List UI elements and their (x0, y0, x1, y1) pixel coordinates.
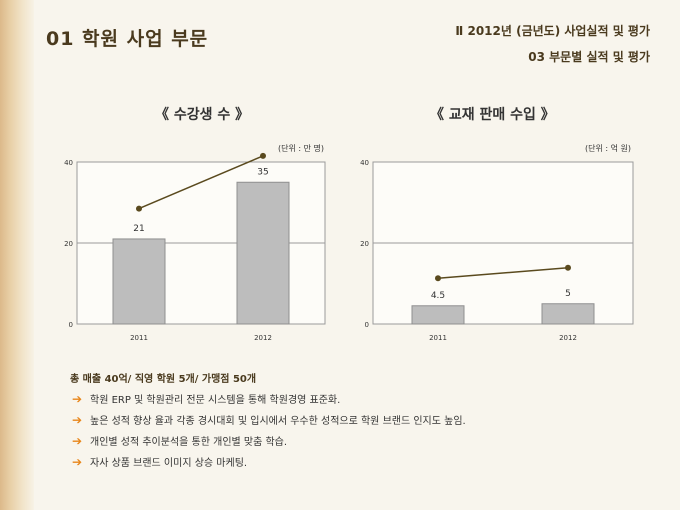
unit-label-students: (단위 : 만 명) (278, 144, 325, 153)
textbook-chart: 0 20 40 4.5 2011 5 2012 (360, 159, 634, 342)
x-tick-label: 2011 (429, 334, 447, 342)
list-item: ➔ 학원 ERP 및 학원관리 전문 시스템을 통해 학원경영 표준화. (72, 388, 466, 409)
arrow-right-icon: ➔ (72, 412, 83, 427)
bullet-text: 학원 ERP 및 학원관리 전문 시스템을 통해 학원경영 표준화. (90, 395, 341, 406)
bullet-list: ➔ 학원 ERP 및 학원관리 전문 시스템을 통해 학원경영 표준화. ➔ 높은 … (72, 388, 466, 472)
x-tick-label: 2012 (254, 334, 272, 342)
y-tick-label: 0 (365, 321, 369, 329)
arrow-right-icon: ➔ (72, 391, 83, 406)
trend-point (435, 275, 441, 282)
y-tick-label: 40 (64, 159, 73, 167)
bar (236, 181, 290, 325)
chart-title-students: 《 수강생 수 》 (155, 107, 250, 123)
chart-title-textbook: 《 교재 판매 수입 》 (430, 107, 555, 123)
x-tick-label: 2012 (559, 334, 577, 342)
data-label: 35 (257, 167, 268, 177)
bar (112, 238, 166, 325)
arrow-right-icon: ➔ (72, 454, 83, 469)
bullet-text: 자사 상품 브랜드 이미지 상승 마케팅. (90, 458, 248, 469)
page-title: 01 학원 사업 부문 (46, 28, 209, 50)
section-heading: Ⅱ 2012년 (금년도) 사업실적 및 평가 (455, 24, 650, 38)
arrow-right-icon: ➔ (72, 433, 83, 448)
bullet-text: 높은 성적 향상 율과 각종 경시대회 및 입시에서 우수한 성적으로 학원 브… (90, 416, 466, 427)
trend-line (437, 266, 569, 279)
y-tick-label: 40 (360, 159, 369, 167)
data-label: 21 (133, 224, 144, 234)
subsection-heading: 03 부문별 실적 및 평가 (528, 50, 650, 64)
unit-label-textbook: (단위 : 억 원) (585, 144, 632, 153)
x-tick-label: 2011 (130, 334, 148, 342)
bullet-text: 개인별 성적 추이분석을 통한 개인별 맞춤 학습. (90, 437, 288, 448)
list-item: ➔ 개인별 성적 추이분석을 통한 개인별 맞춤 학습. (72, 430, 466, 451)
trend-point (136, 205, 142, 212)
students-chart: 0 20 40 21 2011 35 2012 (64, 152, 326, 342)
bar (411, 305, 465, 325)
list-item: ➔ 높은 성적 향상 율과 각종 경시대회 및 입시에서 우수한 성적으로 학원 … (72, 409, 466, 430)
y-tick-label: 0 (69, 321, 73, 329)
y-tick-label: 20 (360, 240, 369, 248)
trend-point (565, 264, 571, 271)
trend-point (260, 152, 266, 159)
data-label: 5 (565, 289, 571, 299)
y-tick-label: 20 (64, 240, 73, 248)
list-item: ➔ 자사 상품 브랜드 이미지 상승 마케팅. (72, 451, 466, 472)
bar (541, 303, 595, 325)
sales-summary: 총 매출 40억/ 직영 학원 5개/ 가맹점 50개 (70, 374, 257, 385)
data-label: 4.5 (431, 291, 445, 301)
trend-line (138, 155, 264, 210)
